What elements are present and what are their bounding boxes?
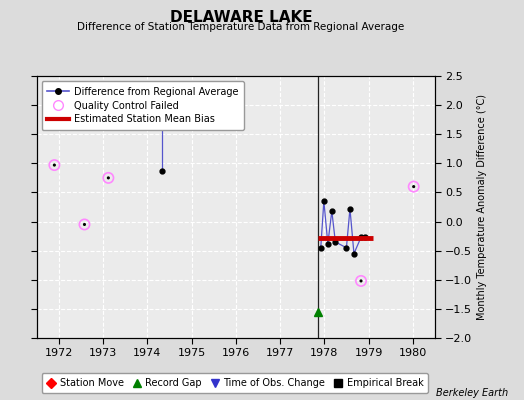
Text: DELAWARE LAKE: DELAWARE LAKE xyxy=(170,10,312,25)
Point xyxy=(409,184,418,190)
Point xyxy=(409,184,418,190)
Point xyxy=(357,278,365,284)
Text: Berkeley Earth: Berkeley Earth xyxy=(436,388,508,398)
Point xyxy=(80,221,89,228)
Legend: Difference from Regional Average, Quality Control Failed, Estimated Station Mean: Difference from Regional Average, Qualit… xyxy=(41,81,244,130)
Point xyxy=(50,162,59,168)
Point xyxy=(357,278,365,284)
Y-axis label: Monthly Temperature Anomaly Difference (°C): Monthly Temperature Anomaly Difference (… xyxy=(477,94,487,320)
Legend: Station Move, Record Gap, Time of Obs. Change, Empirical Break: Station Move, Record Gap, Time of Obs. C… xyxy=(41,374,428,393)
Point xyxy=(104,175,113,181)
Text: Difference of Station Temperature Data from Regional Average: Difference of Station Temperature Data f… xyxy=(78,22,405,32)
Point xyxy=(80,221,89,228)
Point xyxy=(104,175,113,181)
Point xyxy=(50,162,59,168)
